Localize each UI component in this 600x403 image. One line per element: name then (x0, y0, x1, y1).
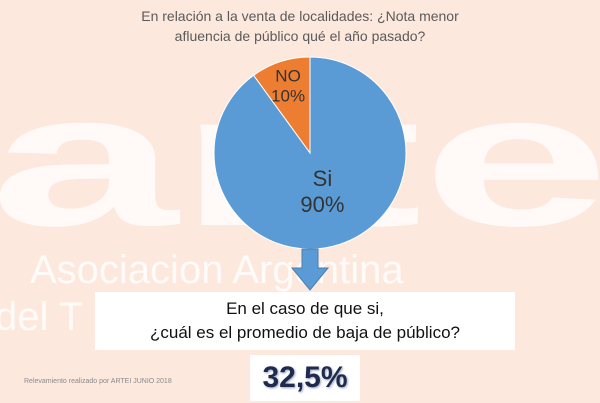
chart-title-line2: afluencia de público qué el año pasado? (174, 28, 426, 44)
average-drop-value: 32,5% (250, 355, 360, 401)
down-arrow-icon (290, 248, 330, 291)
pie-slice-si (213, 56, 407, 250)
slice-value-si: 90% (300, 192, 344, 217)
source-note: Relevamiento realizado por ARTEI JUNIO 2… (24, 378, 172, 385)
slice-value-no: 10% (271, 86, 305, 105)
question-line2: ¿cuál es el promedio de baja de público? (150, 323, 460, 342)
slice-label-no: NO (275, 66, 301, 85)
chart-title-line1: En relación a la venta de localidades: ¿… (141, 8, 459, 24)
watermark-line1: Asociacion Argentina (30, 248, 404, 292)
question-line1: En el caso de que si, (226, 299, 384, 318)
slice-label-si: Si (313, 166, 333, 191)
followup-question: En el caso de que si, ¿cuál es el promed… (95, 292, 515, 350)
chart-title: En relación a la venta de localidades: ¿… (100, 6, 500, 46)
